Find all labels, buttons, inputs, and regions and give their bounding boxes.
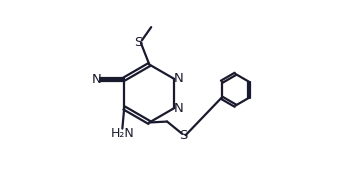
Text: N: N <box>92 73 101 85</box>
Text: N: N <box>174 72 184 85</box>
Text: S: S <box>134 36 142 49</box>
Text: N: N <box>174 102 184 115</box>
Text: H₂N: H₂N <box>111 127 134 140</box>
Text: S: S <box>179 129 187 142</box>
